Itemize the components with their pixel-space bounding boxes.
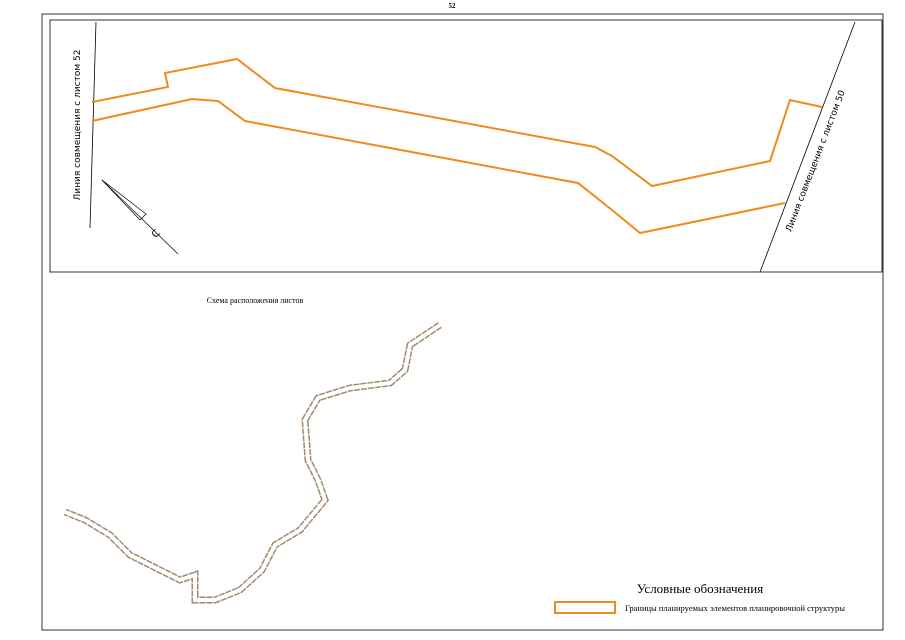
outer-frame [41,13,884,631]
boundary [91,97,786,235]
sheet-layout-inner [64,323,442,602]
page-number: 52 [449,2,457,10]
legend-label: Границы планируемых элементов планировоч… [625,603,845,613]
match-line [759,21,856,273]
boundary [91,57,823,188]
map-frame [49,19,883,273]
match-line [89,21,97,229]
legend-title: Условные обозначения [637,581,763,596]
legend-swatch [554,601,616,614]
match-label: Линия совмещения с листом 52 [73,50,83,201]
scheme-title: Схема расположения листов [207,296,304,305]
